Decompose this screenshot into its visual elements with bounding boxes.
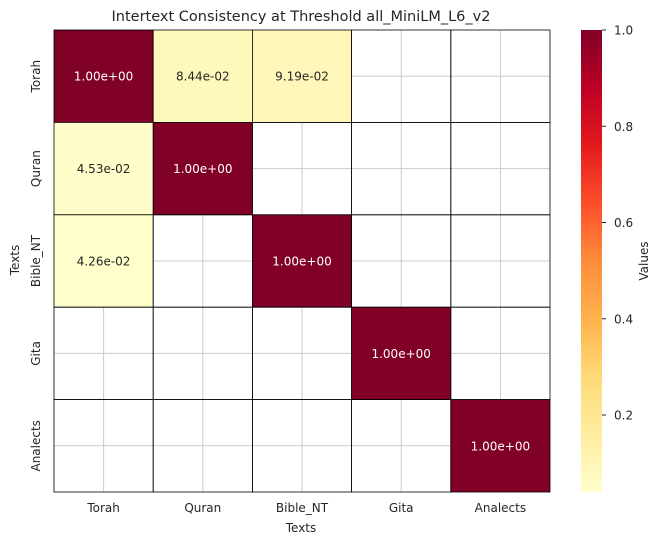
cell-label: 1.00e+00 xyxy=(74,70,133,84)
heatmap-cell-0-1 xyxy=(152,29,253,123)
cell-label: 4.26e-02 xyxy=(77,255,131,269)
x-tick-labels: Torah Quran Bible_NT Gita Analects xyxy=(86,501,526,515)
cell-label: 1.00e+00 xyxy=(471,439,530,453)
cell-label: 1.00e+00 xyxy=(371,347,430,361)
heatmap-cell-2-0 xyxy=(53,214,154,308)
y-tick-label: Quran xyxy=(29,150,43,187)
colorbar-tick-label: 1.0 xyxy=(614,24,633,38)
y-tick-label: Analects xyxy=(29,420,43,471)
heatmap-cell-0-0 xyxy=(53,29,154,123)
colorbar-ticks: 0.2 0.4 0.6 0.8 1.0 xyxy=(602,24,633,423)
heatmap-cell-4-4 xyxy=(450,399,551,493)
colorbar-label: Values xyxy=(637,241,651,280)
heatmap-cell-1-1 xyxy=(152,122,253,216)
colorbar xyxy=(581,30,602,492)
cell-label: 1.00e+00 xyxy=(272,255,331,269)
chart-title: Intertext Consistency at Threshold all_M… xyxy=(112,9,491,25)
cell-label: 9.19e-02 xyxy=(275,70,329,84)
colorbar-tick-label: 0.8 xyxy=(614,120,633,134)
y-tick-label: Bible_NT xyxy=(29,234,43,287)
y-axis-label: Texts xyxy=(8,245,22,277)
x-axis-label: Texts xyxy=(285,521,317,535)
heatmap-cell-1-0 xyxy=(53,122,154,216)
y-tick-label: Torah xyxy=(29,60,43,94)
x-tick-label: Analects xyxy=(475,501,526,515)
colorbar-tick-label: 0.6 xyxy=(614,216,633,230)
cell-labels: 1.00e+00 8.44e-02 9.19e-02 4.53e-02 1.00e+00… xyxy=(74,70,530,454)
heatmap-cells xyxy=(53,29,551,493)
cell-label: 8.44e-02 xyxy=(176,70,230,84)
x-tick-label: Gita xyxy=(389,501,414,515)
heatmap-cell-2-2 xyxy=(251,214,352,308)
cell-label: 1.00e+00 xyxy=(173,162,232,176)
x-tick-label: Bible_NT xyxy=(276,501,329,515)
x-tick-label: Torah xyxy=(86,501,120,515)
y-tick-labels: Torah Quran Bible_NT Gita Analects xyxy=(29,60,43,472)
y-tick-label: Gita xyxy=(29,341,43,366)
colorbar-tick-label: 0.2 xyxy=(614,409,633,423)
x-tick-label: Quran xyxy=(184,501,221,515)
cell-label: 4.53e-02 xyxy=(77,162,131,176)
heatmap-cell-3-3 xyxy=(351,306,452,401)
colorbar-tick-label: 0.4 xyxy=(614,312,633,326)
